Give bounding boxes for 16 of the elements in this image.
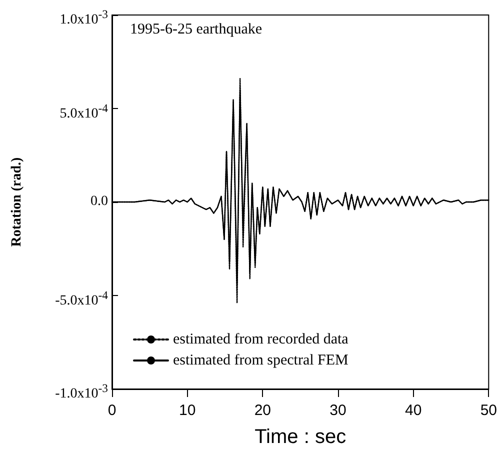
y-tick-label: 1.0x10$^{-3}$	[60, 7, 108, 30]
legend-label: estimated from recorded data	[173, 332, 349, 348]
y-tick-label: -1.0x10$^{-3}$	[55, 381, 108, 404]
x-tick-label: 40	[404, 402, 422, 419]
legend-label: estimated from spectral FEM	[173, 352, 348, 368]
x-tick-label: 20	[254, 402, 272, 419]
x-tick-label: 50	[480, 402, 497, 419]
annotation: 1995-6-25 earthquake	[130, 22, 262, 38]
x-tick-label: 0	[108, 402, 116, 419]
y-tick-label: 5.0x10$^{-4}$	[60, 100, 108, 124]
y-axis-title: Rotation (rad.)	[10, 156, 24, 247]
y-tick-label: 0.0	[90, 193, 108, 211]
y-tick-label: -5.0x10$^{-4}$	[55, 288, 108, 310]
x-axis-title: Time : sec	[254, 426, 346, 448]
x-tick-label: 10	[178, 402, 196, 419]
x-tick-label: 30	[330, 402, 346, 419]
